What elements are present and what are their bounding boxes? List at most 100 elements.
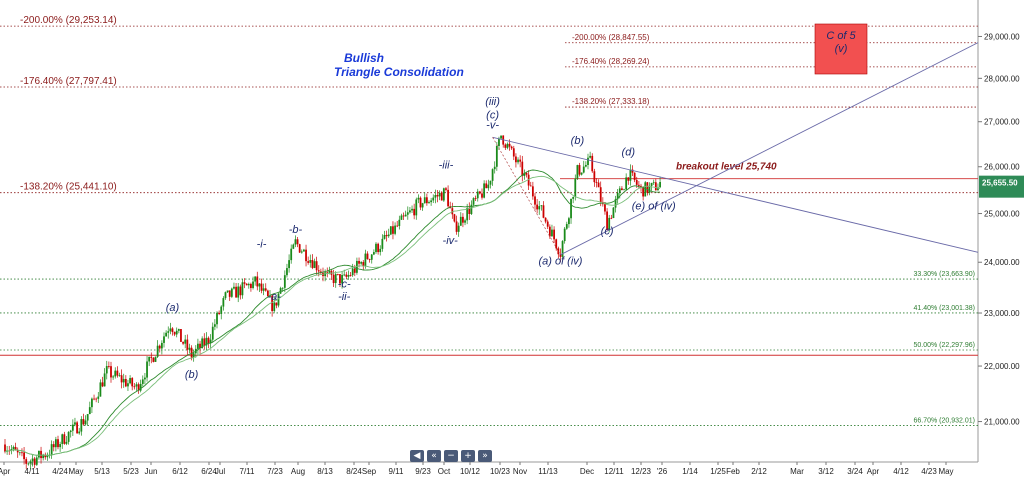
x-tick-label: 7/23 [267, 467, 283, 476]
x-tick-label: 8/24 [346, 467, 362, 476]
step-back-icon[interactable]: ◀ [410, 450, 424, 462]
candle-body [107, 366, 110, 367]
candle-body [625, 177, 628, 190]
candle-body [127, 383, 129, 387]
candle-body [637, 184, 640, 186]
candle-body [459, 216, 462, 226]
x-tick-label: 7/11 [240, 467, 256, 476]
y-tick-label: 26,000.00 [984, 163, 1020, 172]
candle-body [21, 452, 23, 454]
candle-body [201, 338, 204, 349]
candle-body [209, 339, 212, 344]
candle-body [275, 302, 278, 306]
x-tick-label: 3/24 [847, 467, 863, 476]
candle-body [392, 226, 394, 234]
y-tick-label: 27,000.00 [984, 118, 1020, 127]
candle-body [326, 272, 329, 274]
candle-body [260, 283, 263, 291]
candle-body [472, 198, 475, 205]
candle-body [481, 193, 483, 198]
candle-body [173, 332, 176, 335]
candle-body [131, 378, 134, 387]
candle-body [366, 253, 369, 260]
candle-body [213, 324, 216, 327]
candle-body [88, 407, 91, 415]
wave-label: -i- [257, 238, 267, 250]
wave-label: (e) of (iv) [632, 201, 676, 213]
candle-body [250, 283, 252, 289]
candle-body [347, 275, 350, 277]
candle-body [311, 260, 314, 268]
candle-body [349, 275, 352, 276]
candle-body [402, 215, 405, 217]
candle-body [406, 212, 409, 215]
candle-body [4, 444, 6, 452]
candle-body [587, 157, 589, 165]
candle-body [10, 449, 13, 451]
candle-body [122, 378, 125, 383]
candle-body [438, 192, 441, 197]
wave-label: (d) [622, 146, 636, 158]
candle-body [485, 183, 488, 189]
candle-body [328, 270, 331, 273]
candle-body [175, 330, 178, 335]
candle-body [442, 188, 445, 201]
candle-body [396, 225, 399, 227]
scroll-right-icon[interactable]: » [478, 450, 492, 462]
extension-label: -176.40% (28,269.24) [572, 57, 650, 66]
candle-body [25, 459, 28, 464]
candle-body [436, 195, 439, 197]
candle-body [158, 345, 161, 349]
candle-body [470, 204, 473, 214]
candle-body [313, 261, 316, 268]
scroll-left-icon[interactable]: « [427, 450, 441, 462]
candle-body [216, 312, 218, 325]
candle-body [80, 419, 83, 432]
candle-body [375, 243, 377, 253]
zoom-in-icon[interactable]: + [461, 450, 475, 462]
candle-body [160, 342, 163, 349]
candle-body [621, 188, 623, 191]
x-tick-label: 5/23 [123, 467, 139, 476]
candle-body [504, 144, 507, 148]
candle-body [447, 189, 449, 207]
candle-body [654, 182, 657, 191]
candle-body [252, 281, 254, 289]
candle-body [237, 286, 240, 298]
candle-body [137, 384, 140, 391]
candle-body [180, 329, 182, 342]
x-tick-label: Oct [438, 467, 451, 476]
candle-body [50, 444, 53, 456]
candle-body [657, 187, 659, 191]
candle-body [506, 143, 509, 148]
x-tick-label: 6/24 [201, 467, 217, 476]
candle-body [462, 216, 464, 223]
candle-body [468, 207, 471, 214]
candle-body [254, 276, 257, 282]
candle-body [548, 226, 551, 237]
moving-average-line [4, 175, 661, 456]
candle-body [343, 274, 346, 276]
candle-body [256, 276, 259, 287]
x-tick-label: Nov [513, 467, 527, 476]
candle-body [61, 434, 64, 445]
candle-body [148, 356, 151, 362]
candle-body [305, 249, 307, 262]
x-tick-label: 4/23 [921, 467, 937, 476]
candle-body [476, 191, 479, 199]
x-tick-label: 10/23 [490, 467, 511, 476]
y-tick-label: 24,000.00 [984, 258, 1020, 267]
zoom-out-icon[interactable]: − [444, 450, 458, 462]
candle-body [652, 182, 655, 184]
wave-label: (c) [601, 226, 614, 238]
candle-body [635, 180, 638, 185]
candle-body [508, 143, 511, 147]
candle-body [12, 446, 15, 450]
candle-body [642, 186, 645, 197]
candle-body [364, 253, 367, 267]
candle-body [627, 177, 630, 181]
x-tick-label: Jul [215, 467, 225, 476]
candle-body [277, 293, 280, 306]
candle-body [82, 419, 85, 425]
